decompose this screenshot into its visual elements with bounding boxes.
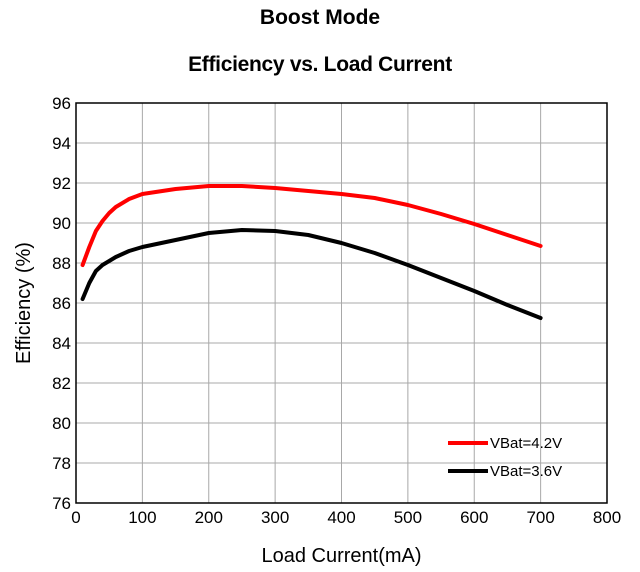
x-tick-label: 700 xyxy=(526,508,554,527)
x-tick-label: 300 xyxy=(261,508,289,527)
y-tick-label: 92 xyxy=(52,174,71,193)
y-tick-label: 86 xyxy=(52,294,71,313)
y-tick-label: 96 xyxy=(52,94,71,113)
x-axis-label: Load Current(mA) xyxy=(261,545,421,567)
x-tick-label: 0 xyxy=(71,508,80,527)
x-tick-label: 600 xyxy=(460,508,488,527)
series-line-vbat-3-6v xyxy=(80,228,543,320)
y-tick-label: 82 xyxy=(52,374,71,393)
y-tick-label: 78 xyxy=(52,454,71,473)
plot-area-frame xyxy=(75,102,608,504)
y-tick-label: 76 xyxy=(52,494,71,513)
x-tick-label: 100 xyxy=(128,508,156,527)
series-line-vbat-4-2v xyxy=(80,184,543,267)
y-tick-label: 94 xyxy=(52,134,71,153)
legend: VBat=4.2V VBat=3.6V xyxy=(448,435,562,480)
y-tick-label: 84 xyxy=(52,334,71,353)
y-tick-labels: 76 78 80 82 84 86 88 90 92 94 96 xyxy=(52,94,71,513)
x-tick-label: 200 xyxy=(195,508,223,527)
chart-supertitle: Boost Mode xyxy=(259,6,381,29)
series-lines xyxy=(80,184,543,320)
legend-label-vbat-3-6v: VBat=3.6V xyxy=(490,463,562,480)
x-tick-labels: 0 100 200 300 400 500 600 700 800 xyxy=(71,508,621,527)
y-tick-label: 88 xyxy=(52,254,71,273)
legend-label-vbat-4-2v: VBat=4.2V xyxy=(490,435,562,452)
x-tick-label: 500 xyxy=(394,508,422,527)
x-tick-label: 800 xyxy=(593,508,621,527)
x-tick-label: 400 xyxy=(327,508,355,527)
y-axis-label: Efficiency (%) xyxy=(13,242,35,364)
y-tick-label: 80 xyxy=(52,414,71,433)
y-tick-label: 90 xyxy=(52,214,71,233)
chart-title: Efficiency vs. Load Current xyxy=(188,53,452,76)
